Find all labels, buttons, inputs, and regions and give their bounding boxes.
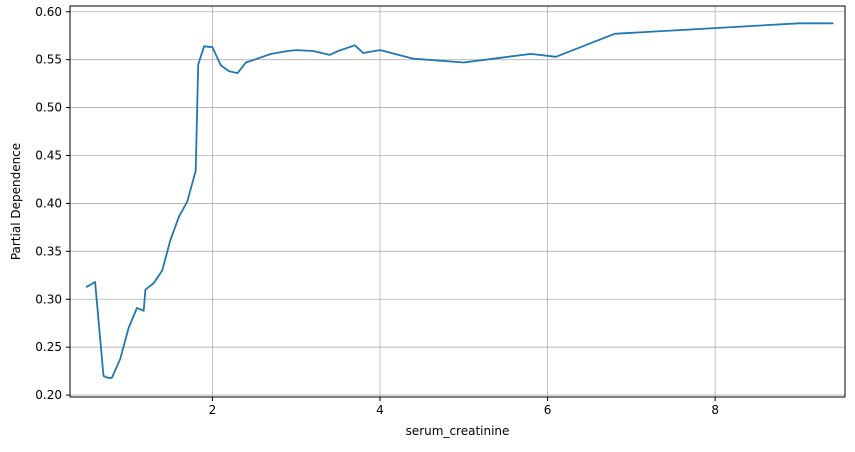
y-tick-label: 0.30 bbox=[35, 292, 62, 306]
y-tick-label: 0.35 bbox=[35, 244, 62, 258]
grid-lines bbox=[70, 6, 845, 397]
y-tick-label: 0.50 bbox=[35, 101, 62, 115]
y-axis-label: Partial Dependence bbox=[9, 143, 23, 260]
y-tick-label: 0.25 bbox=[35, 340, 62, 354]
y-tick-label: 0.40 bbox=[35, 196, 62, 210]
x-tick-label: 2 bbox=[209, 403, 217, 417]
y-tick-label: 0.20 bbox=[35, 388, 62, 402]
x-axis-label: serum_creatinine bbox=[406, 424, 510, 438]
series-line bbox=[85, 22, 834, 379]
y-tick-label: 0.45 bbox=[35, 149, 62, 163]
series-layer bbox=[85, 22, 834, 379]
x-tick-label: 4 bbox=[376, 403, 384, 417]
axis-ticks: 2 4 6 8 0.20 0.25 0.30 0.35 0.40 0.45 0.50 0.55 0.60 bbox=[35, 5, 719, 417]
y-tick-label: 0.55 bbox=[35, 53, 62, 67]
plot-frame bbox=[69, 5, 846, 398]
y-tick-label: 0.60 bbox=[35, 5, 62, 19]
x-tick-label: 8 bbox=[711, 403, 719, 417]
x-tick-label: 6 bbox=[544, 403, 552, 417]
